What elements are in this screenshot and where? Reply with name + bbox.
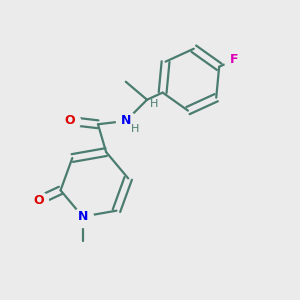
Text: N: N [77,210,88,223]
Text: H: H [131,124,139,134]
Text: F: F [230,53,238,66]
Text: N: N [121,115,131,128]
Text: O: O [33,194,44,207]
Text: O: O [65,115,76,128]
Text: H: H [150,99,158,109]
